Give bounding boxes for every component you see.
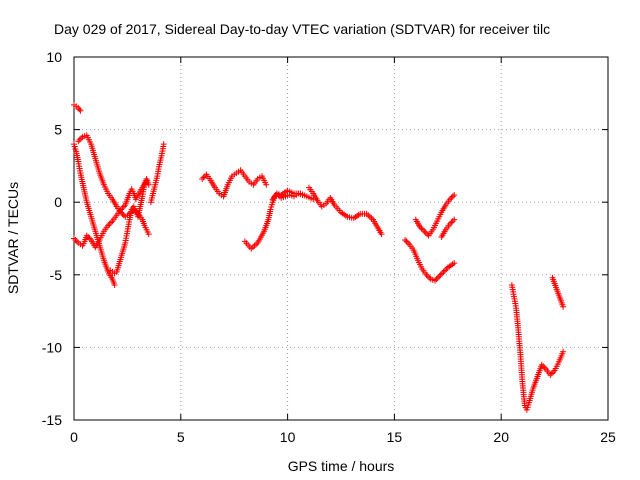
data-point <box>547 371 554 378</box>
data-point <box>263 181 270 188</box>
data-point <box>434 274 441 281</box>
data-point <box>437 271 444 278</box>
data-point <box>145 181 152 188</box>
data-point <box>120 203 127 210</box>
data-point <box>541 364 548 371</box>
data-point <box>423 271 430 278</box>
data-point <box>111 281 118 288</box>
data-point <box>449 218 456 225</box>
chart-title: Day 029 of 2017, Sidereal Day-to-day VTE… <box>54 21 550 37</box>
data-point <box>72 236 79 243</box>
data-point <box>446 220 453 227</box>
data-point <box>451 216 458 223</box>
data-point <box>105 222 112 229</box>
data-point <box>426 274 433 281</box>
data-point <box>85 234 92 241</box>
data-point <box>117 206 124 213</box>
data-point <box>378 231 385 238</box>
data-point <box>439 270 446 277</box>
data-point <box>404 239 411 246</box>
data-point <box>560 303 567 310</box>
x-tick-label: 25 <box>600 429 616 445</box>
x-tick-label: 0 <box>70 429 78 445</box>
data-point <box>550 369 557 376</box>
data-point <box>199 175 206 182</box>
data-point <box>548 370 555 377</box>
x-axis-label: GPS time / hours <box>288 458 395 474</box>
data-point <box>145 231 152 238</box>
data-point <box>200 174 207 181</box>
data-point <box>446 196 453 203</box>
plot-frame <box>73 56 609 421</box>
data-point <box>440 268 447 275</box>
data-point <box>417 223 424 230</box>
data-point <box>276 193 283 200</box>
data-point <box>273 190 280 197</box>
data-point <box>540 363 547 370</box>
x-tick-label: 15 <box>387 429 403 445</box>
data-point <box>424 273 431 280</box>
data-point <box>422 229 429 236</box>
axis-ticks: 0 5 10 15 20 25 -15 -10 -5 0 5 10 <box>42 49 616 445</box>
data-point <box>71 235 77 242</box>
y-tick-label: -15 <box>42 412 62 428</box>
y-tick-label: 10 <box>46 49 62 65</box>
data-point <box>449 193 456 200</box>
data-point <box>75 138 82 145</box>
y-tick-label: -10 <box>42 339 62 355</box>
data-point <box>560 348 567 355</box>
x-tick-label: 10 <box>280 429 296 445</box>
data-point <box>436 273 443 280</box>
data-point <box>86 235 93 242</box>
data-point <box>418 225 425 232</box>
y-tick-label: 0 <box>54 194 62 210</box>
data-point <box>403 238 410 245</box>
data-point <box>538 361 545 368</box>
data-point <box>451 260 458 267</box>
data-point <box>421 228 428 235</box>
x-tick-label: 5 <box>177 429 185 445</box>
data-point <box>83 232 90 239</box>
data-point <box>433 276 440 283</box>
data-point <box>73 238 80 245</box>
data-point <box>78 135 85 142</box>
data-point <box>431 277 438 284</box>
y-axis-label: SDTVAR / TECUs <box>5 182 21 294</box>
data-point <box>275 191 282 198</box>
data-point <box>76 106 83 113</box>
data-points <box>71 101 567 413</box>
data-point <box>419 226 426 233</box>
data-point <box>451 191 458 198</box>
data-point <box>106 220 113 227</box>
data-point <box>76 136 83 143</box>
data-point <box>108 219 115 226</box>
data-point <box>448 219 455 226</box>
y-tick-label: 5 <box>54 122 62 138</box>
data-point <box>119 205 126 212</box>
x-tick-label: 20 <box>493 429 509 445</box>
data-point <box>402 236 409 243</box>
y-tick-label: -5 <box>50 267 63 283</box>
data-point <box>443 265 450 272</box>
data-point <box>441 267 448 274</box>
data-point <box>160 141 167 148</box>
data-point <box>299 191 306 198</box>
grid <box>74 57 608 420</box>
data-point <box>77 107 84 114</box>
data-point <box>448 194 455 201</box>
